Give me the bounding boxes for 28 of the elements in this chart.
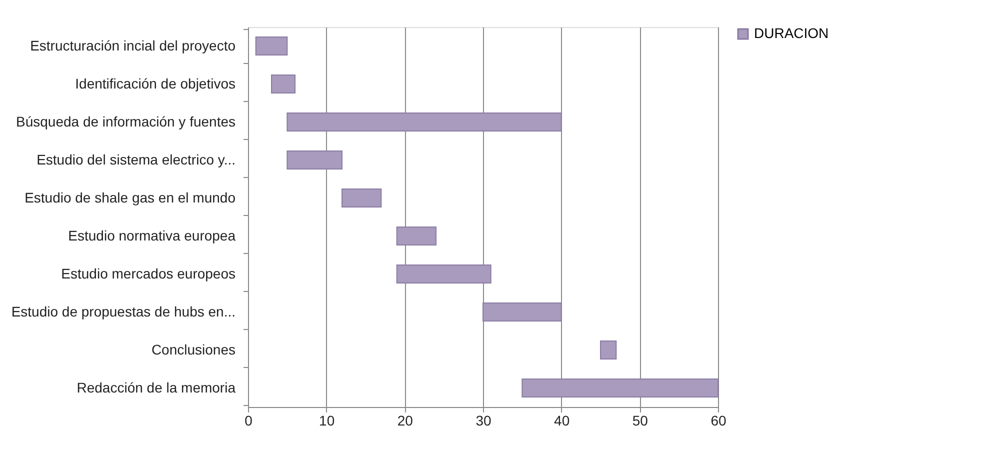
bar bbox=[600, 340, 617, 360]
y-tick-label: Estudio mercados europeos bbox=[61, 266, 236, 282]
x-tick-label: 30 bbox=[476, 412, 492, 428]
bar bbox=[396, 264, 492, 284]
y-tick-label: Estudio normativa europea bbox=[68, 228, 236, 244]
y-tick-label: Estructuración incial del proyecto bbox=[30, 38, 236, 54]
bar bbox=[396, 226, 436, 246]
x-tick-label: 20 bbox=[397, 412, 414, 428]
bar bbox=[271, 74, 296, 94]
y-tick-label: Estudio de shale gas en el mundo bbox=[24, 190, 236, 206]
x-tick-label: 50 bbox=[632, 412, 648, 428]
x-tick-label: 60 bbox=[710, 412, 726, 428]
bar bbox=[342, 188, 382, 208]
bar bbox=[286, 112, 562, 132]
x-tick-label: 40 bbox=[554, 412, 570, 428]
y-tick-label: Conclusiones bbox=[151, 342, 236, 358]
bar bbox=[255, 36, 288, 56]
legend-label: DURACION bbox=[754, 25, 829, 41]
y-tick-label: Búsqueda de información y fuentes bbox=[16, 114, 236, 130]
y-tick-label: Redacción de la memoria bbox=[76, 380, 236, 396]
bar bbox=[286, 150, 342, 170]
x-tick-label: 10 bbox=[319, 412, 335, 428]
y-tick-label: Estudio de propuestas de hubs en... bbox=[11, 304, 236, 320]
bar bbox=[482, 302, 562, 322]
y-tick-label: Estudio del sistema electrico y... bbox=[36, 152, 236, 168]
bar bbox=[522, 378, 718, 398]
y-tick-label: Identificación de objetivos bbox=[75, 76, 236, 92]
x-tick-label: 0 bbox=[244, 412, 253, 428]
